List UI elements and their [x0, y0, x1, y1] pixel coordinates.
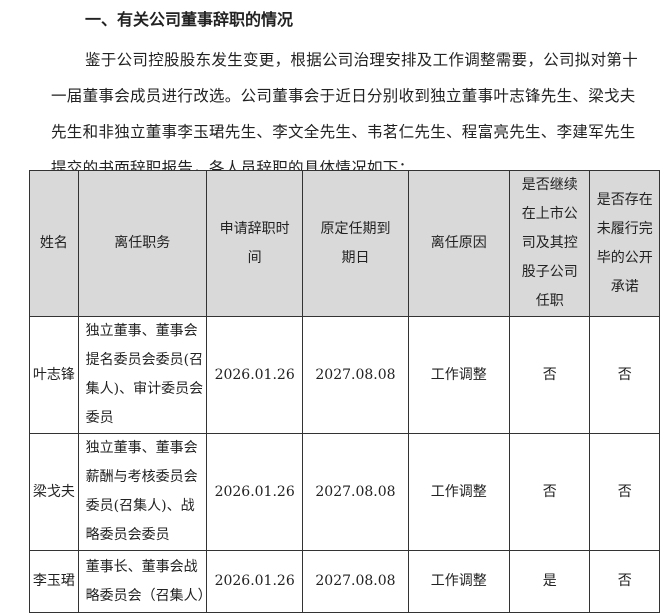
cell-name: 叶志锋	[29, 316, 79, 434]
cell-position: 董事长、董事会战略委员会（召集人）	[77, 550, 212, 613]
cell-term: 2027.08.08	[302, 550, 409, 613]
cell-reason: 工作调整	[407, 316, 511, 434]
header-date: 申请辞职时间	[205, 170, 304, 317]
cell-position: 独立董事、董事会提名委员会委员(召集人)、审计委员会委员	[77, 316, 207, 434]
cell-commitment: 否	[589, 316, 660, 434]
table-row: 李玉珺 董事长、董事会战略委员会（召集人） 2026.01.26 2027.08…	[29, 550, 660, 613]
cell-date: 2026.01.26	[205, 316, 304, 434]
table-row: 梁戈夫 独立董事、董事会薪酬与考核委员会委员(召集人)、战略委员会委员 2026…	[29, 433, 660, 551]
cell-continue: 否	[509, 316, 591, 434]
cell-date: 2026.01.26	[205, 433, 304, 551]
cell-name: 梁戈夫	[29, 433, 79, 551]
cell-reason: 工作调整	[407, 433, 511, 551]
header-position: 离任职务	[77, 170, 207, 317]
cell-continue: 是	[509, 550, 591, 613]
table-row: 叶志锋 独立董事、董事会提名委员会委员(召集人)、审计委员会委员 2026.01…	[29, 316, 660, 434]
cell-term: 2027.08.08	[302, 316, 409, 434]
header-continue: 是否继续在上市公司及其控股子公司任职	[509, 170, 591, 317]
header-reason: 离任原因	[407, 170, 511, 317]
cell-commitment: 否	[589, 433, 660, 551]
cell-position: 独立董事、董事会薪酬与考核委员会委员(召集人)、战略委员会委员	[77, 433, 207, 551]
cell-date: 2026.01.26	[205, 550, 304, 613]
header-name: 姓名	[29, 170, 79, 317]
cell-commitment: 否	[589, 550, 660, 613]
cell-reason: 工作调整	[407, 550, 511, 613]
cell-name: 李玉珺	[29, 550, 79, 613]
section-heading: 一、有关公司董事辞职的情况	[85, 10, 294, 29]
cell-term: 2027.08.08	[302, 433, 409, 551]
header-term: 原定任期到期日	[302, 170, 409, 317]
cell-continue: 否	[509, 433, 591, 551]
table-header-row: 姓名 离任职务 申请辞职时间 原定任期到期日 离任原因 是否继续在上市公司及其控…	[29, 170, 660, 317]
header-commitment: 是否存在未履行完毕的公开承诺	[589, 170, 660, 317]
resignation-table: 姓名 离任职务 申请辞职时间 原定任期到期日 离任原因 是否继续在上市公司及其控…	[29, 170, 660, 613]
intro-paragraph: 鉴于公司控股股东发生变更，根据公司治理安排及工作调整需要，公司拟对第十一届董事会…	[51, 51, 639, 177]
